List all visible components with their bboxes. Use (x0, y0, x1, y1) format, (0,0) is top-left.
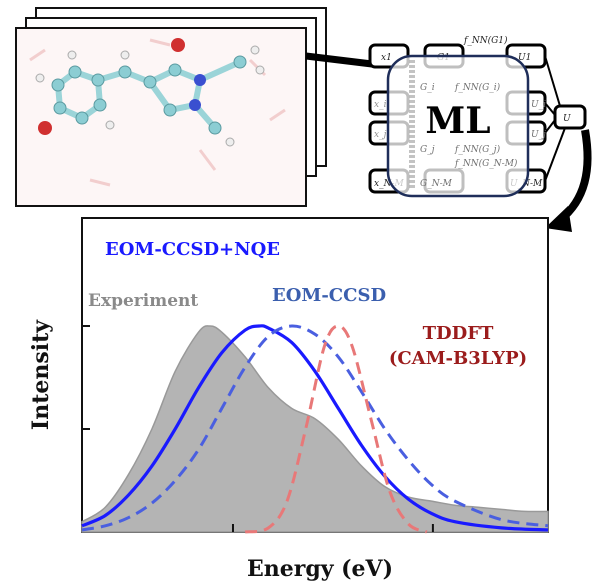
node-gi: G_i (420, 83, 435, 93)
node-ui: U_i (531, 100, 546, 110)
legend-tddft: TDDFT (423, 323, 494, 344)
molecule-snapshots (15, 7, 327, 207)
neural-network-diagram: x1 G1 f_NN(G1) U1 x_N-M U_N-M U x_i x_j … (368, 35, 587, 198)
series-experiment (81, 325, 549, 533)
node-x1: x1 (381, 53, 392, 63)
node-fnm: f_NN(G_N-M) (454, 158, 518, 169)
y-axis-label: Intensity (28, 319, 54, 430)
legend-tddft-functional: (CAM-B3LYP) (389, 348, 527, 369)
spectrum-chart: EOM-CCSD+NQE EOM-CCSD Experiment TDDFT (… (28, 217, 549, 582)
ml-box (386, 54, 530, 198)
legend-eom: EOM-CCSD (272, 285, 386, 306)
node-fi: f_NN(G_i) (454, 82, 501, 93)
series-eom-ccsd (81, 324, 549, 532)
legend-experiment: Experiment (88, 291, 198, 311)
node-xj: x_j (374, 130, 387, 140)
node-unm: U_N-M (510, 179, 543, 189)
legend-eom-nqe: EOM-CCSD+NQE (105, 239, 280, 260)
node-uj: U_j (531, 130, 546, 140)
series-eom-ccsd-nqe (81, 324, 549, 532)
node-gj: G_j (420, 145, 435, 155)
node-gnm: G_N-M (420, 179, 453, 189)
node-xnm: x_N-M (374, 179, 404, 189)
node-u-total: U (563, 114, 571, 124)
ml-label: ML (425, 100, 490, 142)
node-f1: f_NN(G1) (463, 35, 508, 46)
node-xi: x_i (374, 100, 387, 110)
arrow-to-spectrum (557, 129, 592, 224)
node-u1: U1 (518, 53, 531, 63)
arrow-to-network (305, 52, 373, 68)
x-axis-label: Energy (eV) (247, 556, 393, 582)
series-tddft (244, 324, 428, 534)
node-fj: f_NN(G_j) (454, 144, 501, 155)
